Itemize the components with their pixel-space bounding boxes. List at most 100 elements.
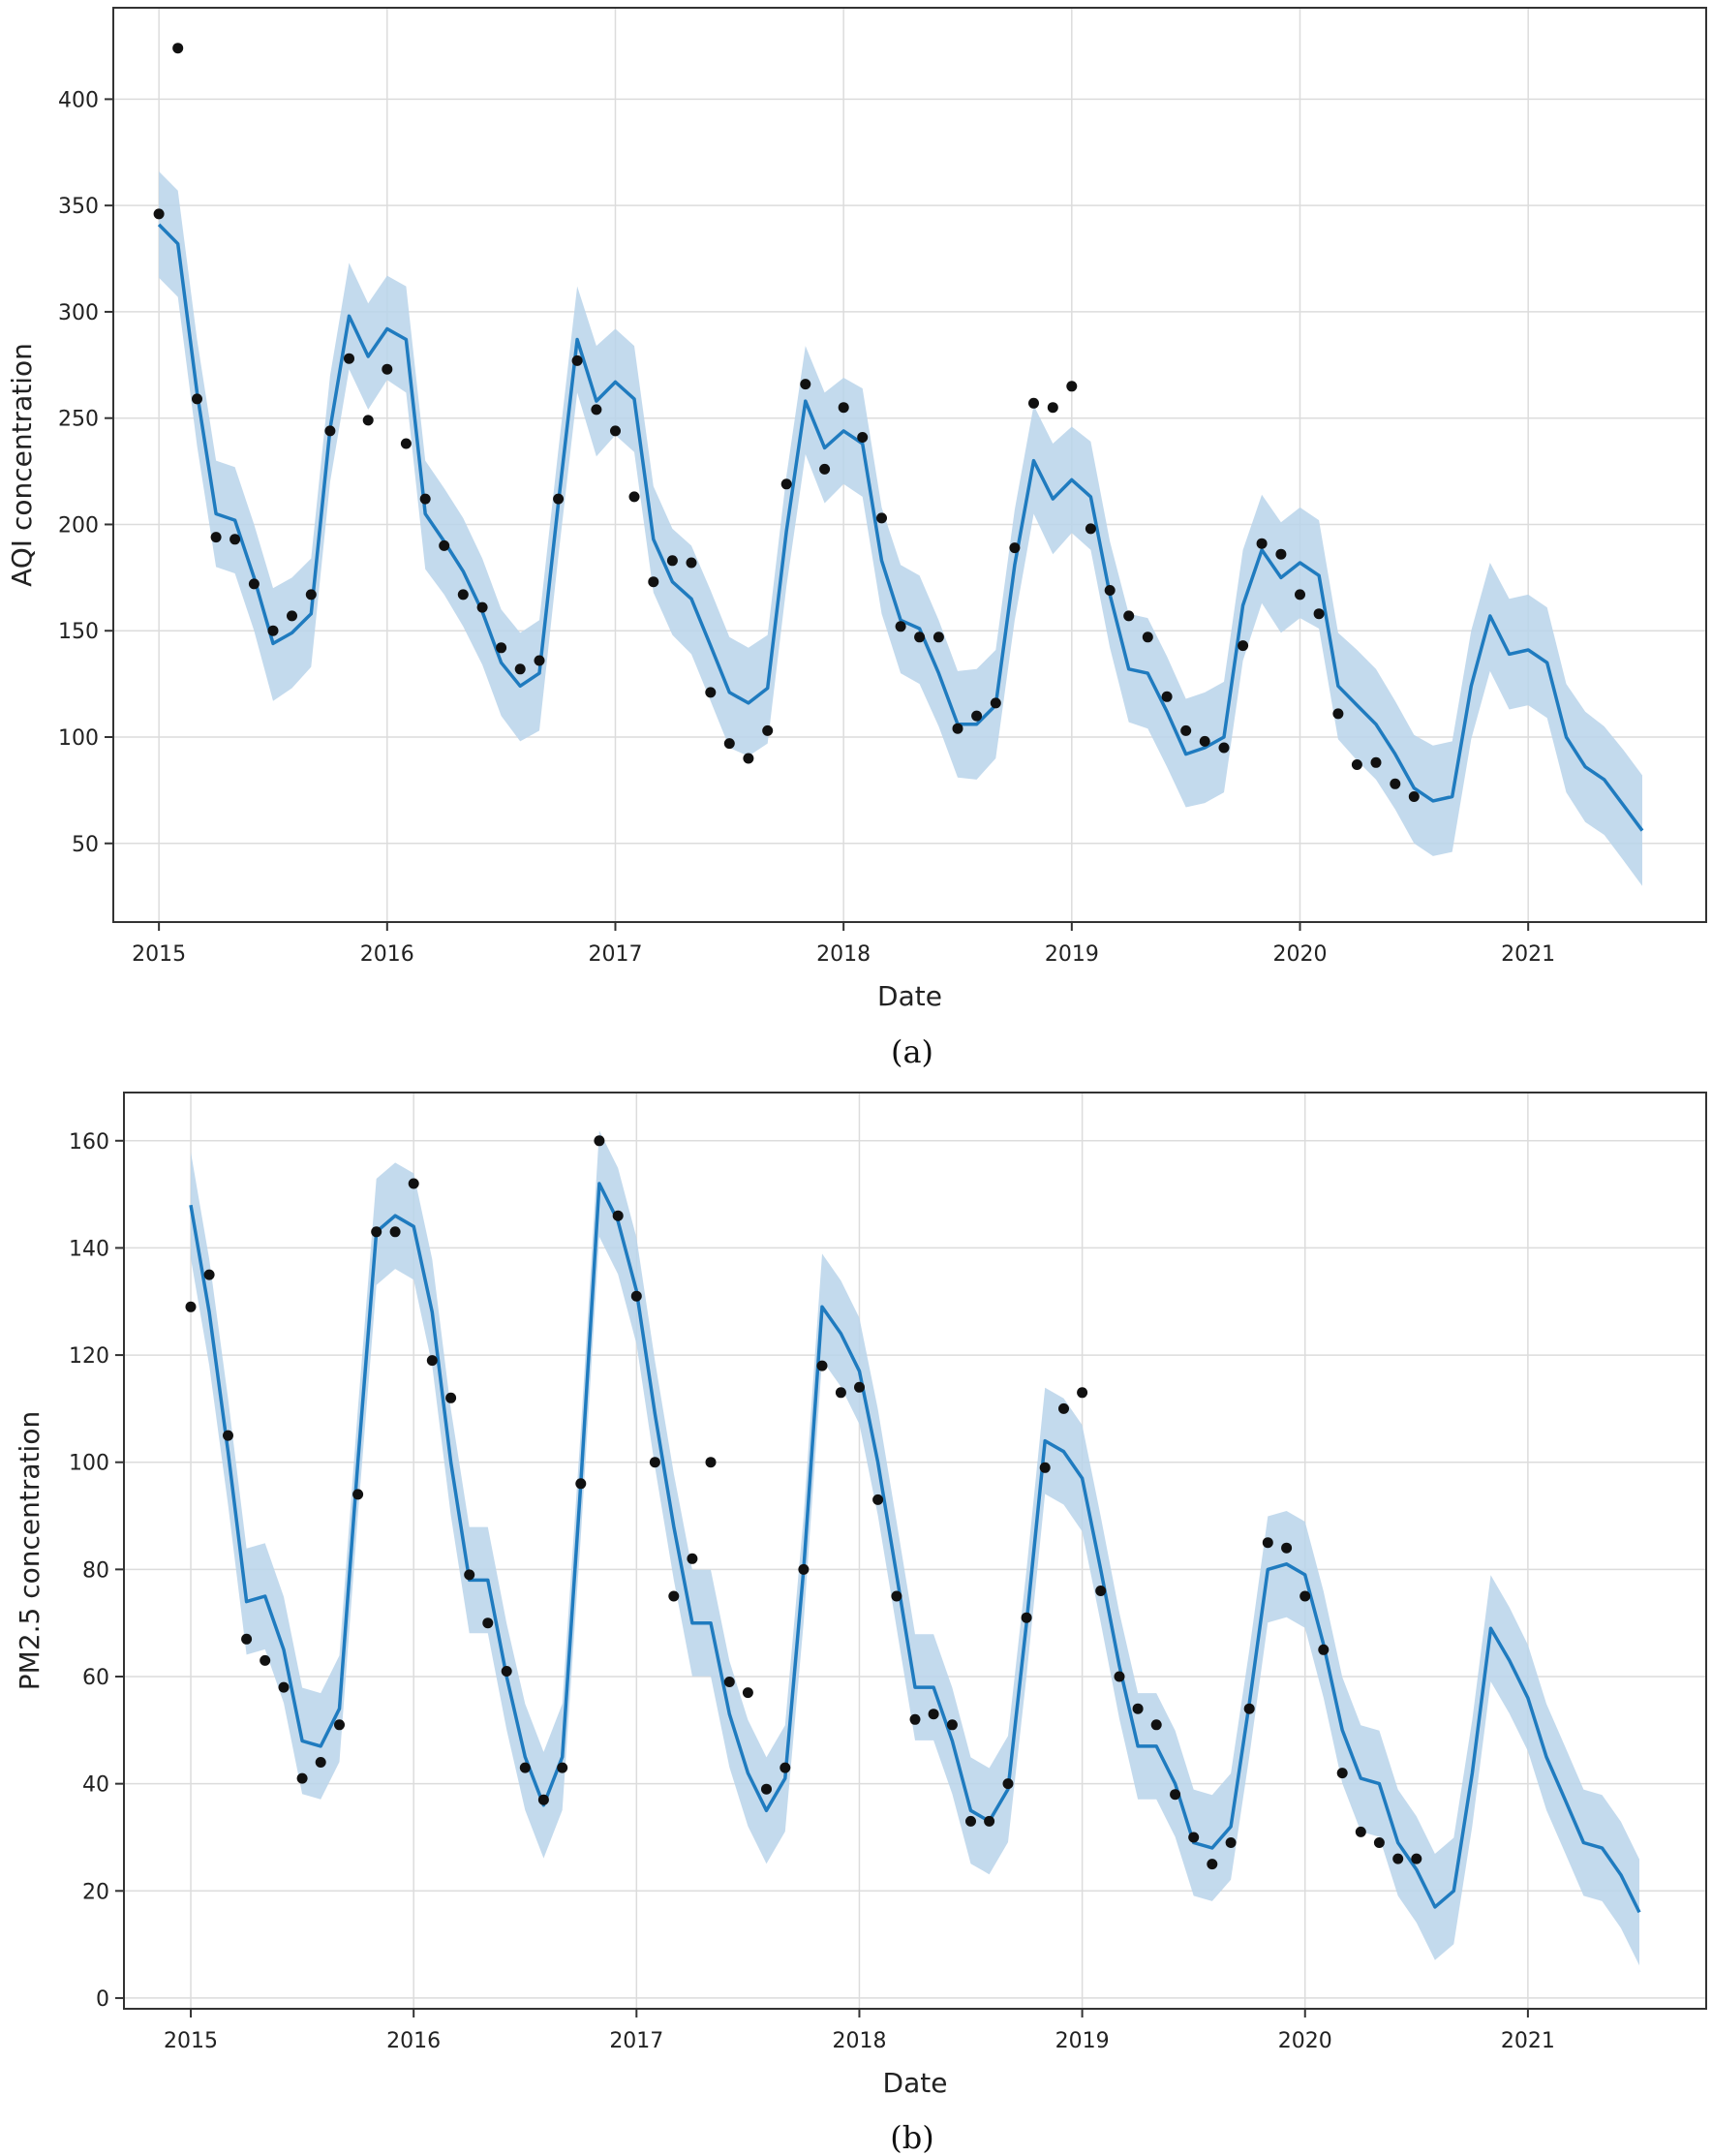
observed-point xyxy=(371,1226,382,1238)
observed-point xyxy=(723,738,735,750)
observed-point xyxy=(591,404,602,416)
observed-point xyxy=(1281,1542,1293,1554)
y-tick-label: 150 xyxy=(58,620,99,644)
observed-point xyxy=(1411,1853,1422,1864)
observed-point xyxy=(723,1677,735,1687)
observed-point xyxy=(648,576,659,588)
y-tick-label: 20 xyxy=(82,1880,109,1904)
observed-points xyxy=(153,43,1420,802)
observed-point xyxy=(895,621,906,632)
observed-point xyxy=(1161,691,1173,702)
panel-caption: (a) xyxy=(891,1033,933,1070)
y-tick-label: 100 xyxy=(69,1452,109,1476)
observed-point xyxy=(278,1681,290,1693)
observed-point xyxy=(305,589,317,601)
x-tick-label: 2018 xyxy=(816,942,871,967)
observed-point xyxy=(666,555,678,567)
observed-point xyxy=(1243,1703,1255,1714)
y-tick-label: 200 xyxy=(58,513,99,538)
observed-point xyxy=(210,532,222,543)
x-tick-label: 2021 xyxy=(1501,942,1555,967)
x-tick-label: 2015 xyxy=(132,942,186,967)
observed-point xyxy=(1408,791,1420,802)
observed-point xyxy=(946,1719,958,1731)
x-tick-label: 2019 xyxy=(1045,942,1099,967)
observed-point xyxy=(1392,1853,1404,1864)
observed-point xyxy=(172,43,184,54)
observed-point xyxy=(334,1719,345,1731)
x-tick-labels: 2015 2016 2017 2018 2019 2020 2021 xyxy=(164,2009,1555,2053)
observed-point xyxy=(835,1387,846,1399)
observed-point xyxy=(1390,778,1401,789)
observed-point xyxy=(1123,610,1135,622)
observed-point xyxy=(1002,1778,1014,1790)
observed-point xyxy=(1238,640,1249,652)
gridlines xyxy=(113,8,1706,922)
observed-point xyxy=(838,402,849,414)
x-tick-label: 2020 xyxy=(1278,2029,1332,2053)
observed-point xyxy=(798,1563,810,1575)
observed-point xyxy=(400,438,412,449)
x-tick-label: 2017 xyxy=(588,942,642,967)
forecast-line xyxy=(189,1182,1641,1914)
observed-point xyxy=(324,425,336,437)
observed-point xyxy=(203,1269,215,1280)
observed-point xyxy=(1021,1612,1032,1623)
observed-point xyxy=(241,1633,253,1645)
observed-point xyxy=(260,1654,271,1666)
observed-point xyxy=(439,539,450,551)
observed-point xyxy=(1058,1402,1069,1414)
observed-point xyxy=(1104,585,1116,596)
x-tick-labels: 2015 2016 2017 2018 2019 2020 2021 xyxy=(132,922,1555,967)
observed-point xyxy=(1028,397,1039,409)
observed-point xyxy=(1142,631,1153,643)
observed-point xyxy=(571,354,583,366)
observed-point xyxy=(1295,589,1305,601)
uncertainty-band xyxy=(191,1130,1639,1966)
observed-point xyxy=(914,631,926,643)
observed-point xyxy=(464,1569,475,1581)
observed-point xyxy=(872,1494,884,1505)
x-tick-label: 2015 xyxy=(164,2029,218,2053)
observed-point xyxy=(1009,542,1021,554)
y-tick-label: 120 xyxy=(69,1344,109,1369)
uncertainty-band xyxy=(159,171,1643,886)
observed-point xyxy=(1351,759,1362,770)
observed-point xyxy=(630,1290,642,1302)
observed-point xyxy=(1318,1644,1330,1655)
observed-point xyxy=(287,610,297,622)
observed-point xyxy=(557,1762,568,1773)
observed-point xyxy=(1336,1768,1348,1779)
observed-point xyxy=(928,1709,939,1720)
observed-point xyxy=(389,1226,401,1238)
y-tick-label: 60 xyxy=(82,1666,109,1690)
observed-point xyxy=(1262,1537,1273,1549)
observed-point xyxy=(1188,1832,1200,1843)
observed-point xyxy=(1299,1590,1311,1602)
y-tick-label: 80 xyxy=(82,1558,109,1583)
observed-point xyxy=(952,723,963,734)
observed-point xyxy=(819,463,831,475)
observed-point xyxy=(1077,1387,1088,1399)
observed-point xyxy=(1373,1837,1385,1848)
y-tick-label: 250 xyxy=(58,408,99,432)
observed-point xyxy=(1047,402,1058,414)
y-tick-label: 100 xyxy=(58,726,99,751)
observed-point xyxy=(445,1392,457,1403)
observed-point xyxy=(1114,1671,1125,1682)
observed-point xyxy=(876,512,887,524)
observed-point xyxy=(519,1762,531,1773)
observed-point xyxy=(476,601,488,613)
observed-point xyxy=(419,493,431,505)
x-tick-label: 2019 xyxy=(1055,2029,1110,2053)
observed-point xyxy=(686,557,697,569)
y-tick-label: 50 xyxy=(72,833,99,857)
observed-point xyxy=(1039,1462,1051,1473)
y-tick-labels: 0 20 40 60 80 100 120 140 160 xyxy=(69,1130,124,2012)
observed-point xyxy=(1150,1719,1162,1731)
forecast-line xyxy=(157,223,1644,832)
x-tick-label: 2016 xyxy=(386,2029,441,2053)
observed-point xyxy=(362,415,374,426)
y-axis-label: PM2.5 concentration xyxy=(14,1411,46,1690)
